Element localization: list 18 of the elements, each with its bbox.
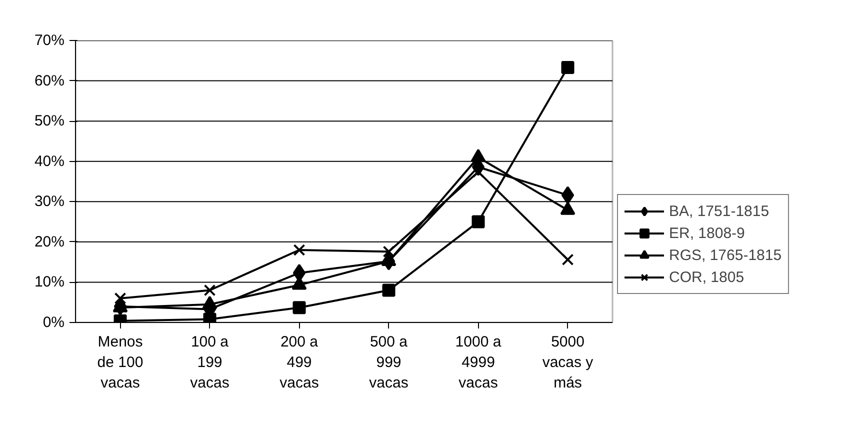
legend-label: ER, 1808-9 — [669, 224, 745, 242]
y-tick-label: 0% — [42, 314, 65, 331]
x-tick-label: 500 a 999 vacas — [369, 334, 408, 392]
y-tick-label: 20% — [34, 233, 65, 250]
y-tick-label: 40% — [34, 152, 65, 170]
x-tick-label: Menos de 100 vacas — [97, 334, 144, 392]
x-tick-label: 5000 vacas y más — [542, 334, 594, 392]
y-tick-label: 60% — [34, 72, 65, 90]
y-tick-label: 70% — [34, 32, 65, 49]
x-tick-label: 1000 a 4999 vacas — [455, 334, 502, 392]
legend-label: BA, 1751-1815 — [669, 202, 770, 220]
legend-label: COR, 1805 — [669, 268, 744, 286]
x-tick-label: 100 a 199 vacas — [190, 334, 230, 392]
y-tick-label: 50% — [34, 112, 65, 130]
x-tick-label: 200 a 499 vacas — [280, 334, 319, 392]
legend-label: RGS, 1765-1815 — [669, 246, 782, 264]
y-tick-label: 10% — [34, 274, 65, 291]
y-tick-label: 30% — [34, 193, 65, 210]
